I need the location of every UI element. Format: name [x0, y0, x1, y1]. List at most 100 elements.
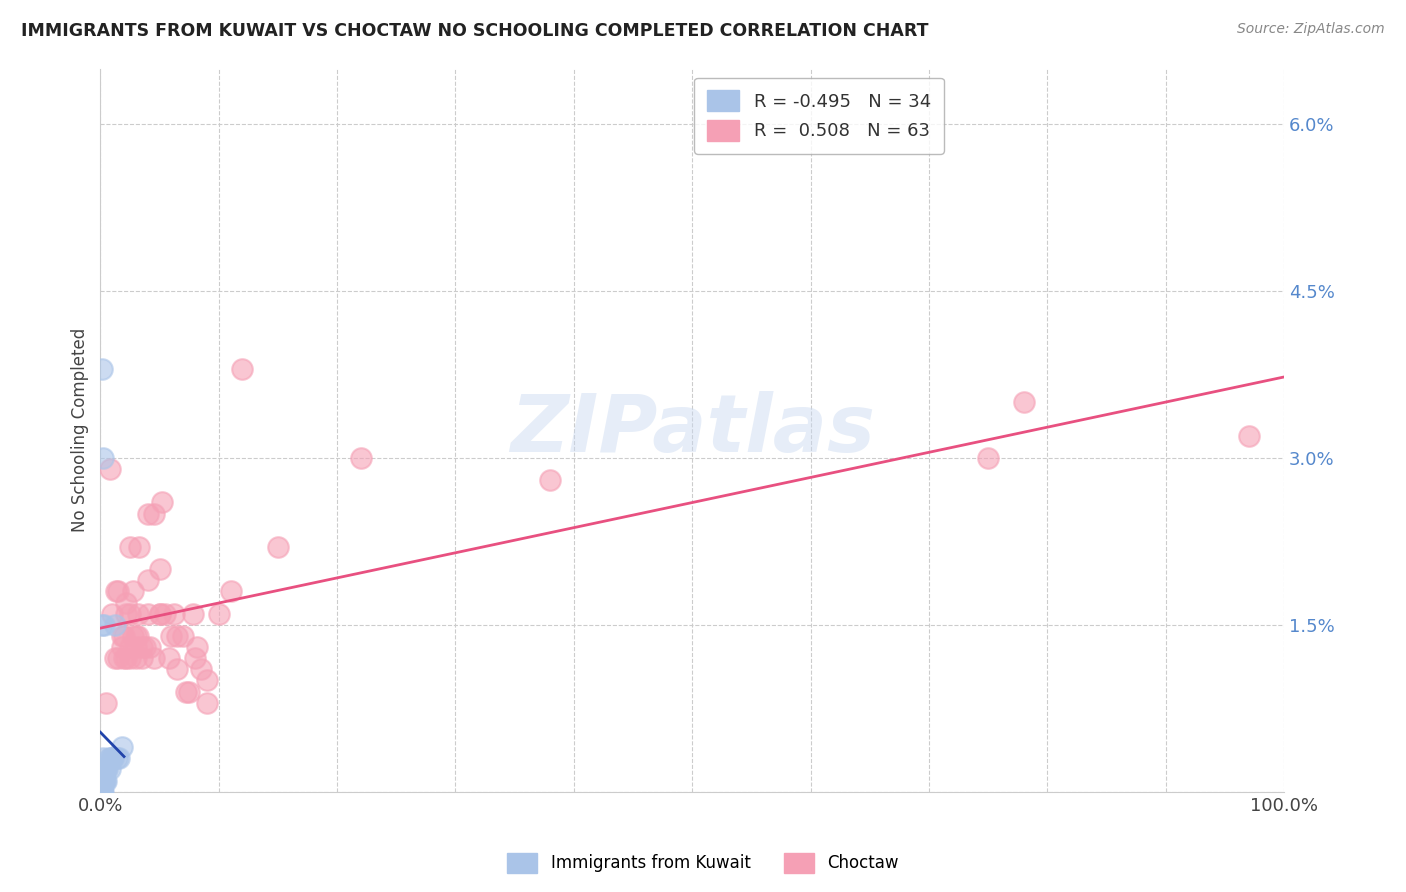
Point: [127, 629, 149, 643]
Point: [90, 763, 112, 777]
Point: [91, 773, 114, 788]
Point: [136, 574, 159, 588]
Point: [157, 651, 180, 665]
Point: [155, 607, 177, 621]
Point: [136, 607, 159, 621]
Point: [101, 751, 124, 765]
Point: [160, 629, 183, 643]
Point: [100, 751, 122, 765]
Point: [127, 607, 149, 621]
Point: [125, 651, 148, 665]
Point: [118, 640, 141, 654]
Point: [104, 584, 127, 599]
Point: [150, 495, 173, 509]
Point: [111, 629, 134, 643]
Point: [91, 773, 114, 788]
Point: [184, 651, 207, 665]
Point: [122, 629, 145, 643]
Point: [90, 362, 112, 376]
Point: [131, 651, 153, 665]
Point: [118, 607, 141, 621]
Point: [93, 773, 115, 788]
Point: [115, 651, 138, 665]
Point: [208, 607, 231, 621]
Point: [90, 773, 112, 788]
Point: [105, 751, 128, 765]
Point: [94, 763, 117, 777]
Point: [128, 540, 150, 554]
Point: [96, 773, 118, 788]
Point: [97, 751, 120, 765]
Point: [111, 740, 134, 755]
Point: [163, 607, 186, 621]
Point: [90, 763, 112, 777]
Point: [107, 584, 129, 599]
Legend: Immigrants from Kuwait, Choctaw: Immigrants from Kuwait, Choctaw: [501, 847, 905, 880]
Point: [1237, 428, 1260, 442]
Point: [96, 763, 118, 777]
Point: [190, 662, 212, 676]
Point: [118, 540, 141, 554]
Point: [90, 785, 112, 799]
Point: [148, 607, 170, 621]
Point: [94, 773, 117, 788]
Point: [98, 763, 121, 777]
Y-axis label: No Schooling Completed: No Schooling Completed: [72, 328, 89, 533]
Point: [91, 785, 114, 799]
Point: [107, 651, 129, 665]
Point: [90, 773, 112, 788]
Point: [90, 773, 112, 788]
Point: [142, 651, 165, 665]
Point: [166, 662, 188, 676]
Point: [195, 696, 218, 710]
Point: [90, 785, 112, 799]
Point: [136, 507, 159, 521]
Point: [96, 696, 118, 710]
Point: [134, 640, 156, 654]
Point: [112, 651, 135, 665]
Point: [115, 596, 138, 610]
Point: [91, 450, 114, 465]
Point: [108, 751, 131, 765]
Point: [350, 450, 373, 465]
Point: [96, 763, 118, 777]
Point: [195, 673, 218, 688]
Point: [142, 507, 165, 521]
Point: [181, 607, 204, 621]
Point: [91, 763, 114, 777]
Point: [125, 629, 148, 643]
Point: [115, 607, 138, 621]
Point: [118, 651, 141, 665]
Point: [977, 450, 1000, 465]
Point: [139, 640, 162, 654]
Point: [91, 751, 114, 765]
Point: [122, 584, 145, 599]
Point: [131, 640, 153, 654]
Point: [1012, 395, 1035, 409]
Point: [90, 785, 112, 799]
Text: IMMIGRANTS FROM KUWAIT VS CHOCTAW NO SCHOOLING COMPLETED CORRELATION CHART: IMMIGRANTS FROM KUWAIT VS CHOCTAW NO SCH…: [21, 22, 928, 40]
Point: [186, 640, 208, 654]
Point: [90, 617, 112, 632]
Text: ZIPatlas: ZIPatlas: [510, 391, 875, 469]
Point: [93, 617, 115, 632]
Point: [103, 617, 125, 632]
Point: [93, 763, 115, 777]
Point: [111, 640, 134, 654]
Point: [125, 640, 148, 654]
Point: [103, 751, 125, 765]
Point: [179, 684, 201, 698]
Point: [172, 629, 194, 643]
Legend: R = -0.495   N = 34, R =  0.508   N = 63: R = -0.495 N = 34, R = 0.508 N = 63: [695, 78, 943, 153]
Point: [103, 651, 125, 665]
Point: [91, 763, 114, 777]
Point: [148, 607, 170, 621]
Point: [231, 362, 253, 376]
Point: [101, 607, 124, 621]
Point: [538, 473, 561, 487]
Point: [98, 462, 121, 476]
Point: [112, 629, 135, 643]
Point: [219, 584, 242, 599]
Point: [267, 540, 290, 554]
Point: [148, 562, 170, 576]
